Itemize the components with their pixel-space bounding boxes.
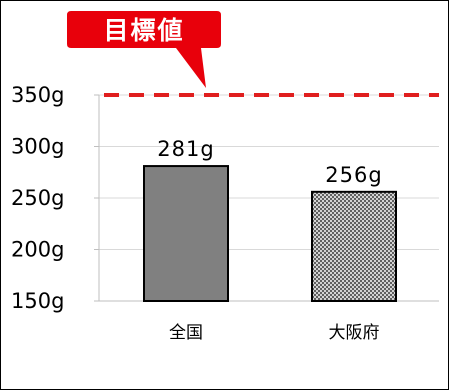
y-tick-label-200: 200g [11, 238, 64, 262]
target-marker: 目標値 [67, 11, 439, 97]
y-tick-label-250: 250g [11, 186, 64, 210]
y-tick-label-150: 150g [11, 289, 64, 313]
category-label-全国: 全国 [169, 323, 203, 343]
data-label-全国: 281g [157, 137, 214, 161]
target-callout-label: 目標値 [103, 16, 184, 45]
target-callout-bubble [67, 11, 221, 88]
bar-大阪府 [311, 190, 397, 303]
labels: 150g 200g 250g 300g 350g 281g 全国 256g 大阪府 [11, 83, 382, 343]
data-label-大阪府: 256g [325, 163, 382, 187]
y-tick-label-350: 350g [11, 83, 64, 107]
y-tick-label-300: 300g [11, 135, 64, 159]
bar-全国 [143, 165, 229, 302]
category-label-大阪府: 大阪府 [329, 323, 380, 343]
bars [143, 165, 397, 303]
